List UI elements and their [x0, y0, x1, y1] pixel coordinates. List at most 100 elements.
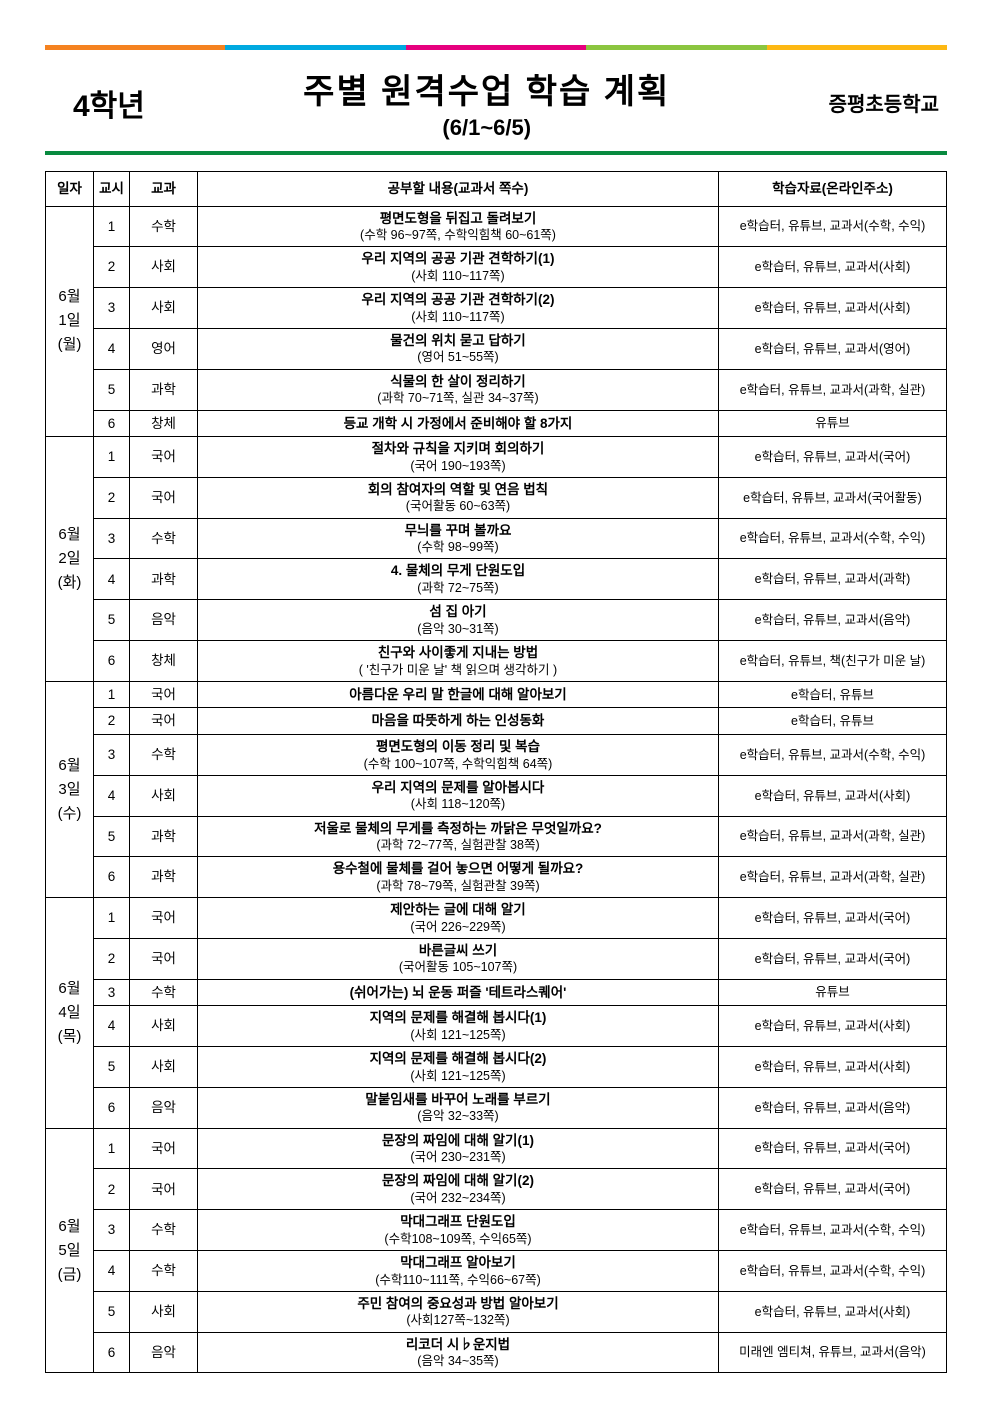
- th-subject: 교과: [130, 172, 198, 207]
- content-cell: 등교 개학 시 가정에서 준비해야 할 8가지: [198, 410, 719, 437]
- th-content: 공부할 내용(교과서 쪽수): [198, 172, 719, 207]
- table-row: 2사회우리 지역의 공공 기관 견학하기(1)(사회 110~117쪽)e학습터…: [46, 247, 947, 288]
- bar-seg: [225, 45, 405, 50]
- resource-cell: e학습터, 유튜브, 교과서(수학, 수익): [719, 1210, 947, 1251]
- content-cell: 4. 물체의 무게 단원도입(과학 72~75쪽): [198, 559, 719, 600]
- subject-cell: 과학: [130, 816, 198, 857]
- subject-cell: 국어: [130, 1128, 198, 1169]
- resource-cell: e학습터, 유튜브, 교과서(수학, 수익): [719, 206, 947, 247]
- subject-cell: 창체: [130, 641, 198, 682]
- resource-cell: 유튜브: [719, 979, 947, 1006]
- resource-cell: e학습터, 유튜브, 교과서(국어): [719, 437, 947, 478]
- bar-seg: [767, 45, 947, 50]
- resource-cell: e학습터, 유튜브, 교과서(국어): [719, 938, 947, 979]
- th-resource: 학습자료(온라인주소): [719, 172, 947, 207]
- subject-cell: 사회: [130, 1291, 198, 1332]
- table-row: 5과학식물의 한 살이 정리하기(과학 70~71쪽, 실관 34~37쪽)e학…: [46, 369, 947, 410]
- period-cell: 3: [94, 734, 130, 775]
- period-cell: 2: [94, 938, 130, 979]
- subject-cell: 국어: [130, 681, 198, 708]
- resource-cell: e학습터, 유튜브, 교과서(국어활동): [719, 477, 947, 518]
- table-row: 3수학무늬를 꾸며 볼까요(수학 98~99쪽)e학습터, 유튜브, 교과서(수…: [46, 518, 947, 559]
- subject-cell: 국어: [130, 898, 198, 939]
- content-cell: 문장의 짜임에 대해 알기(1)(국어 230~231쪽): [198, 1128, 719, 1169]
- schedule-table: 일자 교시 교과 공부할 내용(교과서 쪽수) 학습자료(온라인주소) 6월1일…: [45, 171, 947, 1373]
- divider-bar: [45, 151, 947, 155]
- content-cell: 바른글씨 쓰기(국어활동 105~107쪽): [198, 938, 719, 979]
- period-cell: 6: [94, 857, 130, 898]
- resource-cell: e학습터, 유튜브, 교과서(국어): [719, 898, 947, 939]
- table-row: 3사회우리 지역의 공공 기관 견학하기(2)(사회 110~117쪽)e학습터…: [46, 288, 947, 329]
- table-row: 6창체등교 개학 시 가정에서 준비해야 할 8가지유튜브: [46, 410, 947, 437]
- content-cell: 무늬를 꾸며 볼까요(수학 98~99쪽): [198, 518, 719, 559]
- table-row: 5과학저울로 물체의 무게를 측정하는 까닭은 무엇일까요?(과학 72~77쪽…: [46, 816, 947, 857]
- period-cell: 4: [94, 559, 130, 600]
- grade-label: 4학년: [45, 81, 145, 125]
- table-row: 4사회지역의 문제를 해결해 봅시다(1)(사회 121~125쪽)e학습터, …: [46, 1006, 947, 1047]
- table-row: 6음악리코더 시♭운지법(음악 34~35쪽)미래엔 엠티쳐, 유튜브, 교과서…: [46, 1332, 947, 1373]
- date-cell: 6월3일(수): [46, 681, 94, 897]
- period-cell: 3: [94, 1210, 130, 1251]
- table-row: 4수학막대그래프 알아보기(수학110~111쪽, 수익66~67쪽)e학습터,…: [46, 1251, 947, 1292]
- content-cell: 물건의 위치 묻고 답하기(영어 51~55쪽): [198, 328, 719, 369]
- content-cell: 아름다운 우리 말 한글에 대해 알아보기: [198, 681, 719, 708]
- table-row: 3수학(쉬어가는) 뇌 운동 퍼즐 '테트라스퀘어'유튜브: [46, 979, 947, 1006]
- subject-cell: 창체: [130, 410, 198, 437]
- content-cell: 식물의 한 살이 정리하기(과학 70~71쪽, 실관 34~37쪽): [198, 369, 719, 410]
- table-header-row: 일자 교시 교과 공부할 내용(교과서 쪽수) 학습자료(온라인주소): [46, 172, 947, 207]
- period-cell: 6: [94, 1332, 130, 1373]
- resource-cell: e학습터, 유튜브, 교과서(과학, 실관): [719, 857, 947, 898]
- table-body: 6월1일(월)1수학평면도형을 뒤집고 돌려보기(수학 96~97쪽, 수학익힘…: [46, 206, 947, 1373]
- subject-cell: 국어: [130, 938, 198, 979]
- subject-cell: 음악: [130, 600, 198, 641]
- content-cell: 리코더 시♭운지법(음악 34~35쪽): [198, 1332, 719, 1373]
- period-cell: 4: [94, 328, 130, 369]
- content-cell: 문장의 짜임에 대해 알기(2)(국어 232~234쪽): [198, 1169, 719, 1210]
- period-cell: 2: [94, 247, 130, 288]
- table-row: 6창체친구와 사이좋게 지내는 방법( '친구가 미운 날' 책 읽으며 생각하…: [46, 641, 947, 682]
- period-cell: 1: [94, 1128, 130, 1169]
- period-cell: 1: [94, 681, 130, 708]
- period-cell: 5: [94, 1047, 130, 1088]
- resource-cell: e학습터, 유튜브, 교과서(사회): [719, 247, 947, 288]
- table-row: 6월2일(화)1국어절차와 규칙을 지키며 회의하기(국어 190~193쪽)e…: [46, 437, 947, 478]
- table-row: 2국어바른글씨 쓰기(국어활동 105~107쪽)e학습터, 유튜브, 교과서(…: [46, 938, 947, 979]
- content-cell: 우리 지역의 문제를 알아봅시다(사회 118~120쪽): [198, 775, 719, 816]
- date-cell: 6월4일(목): [46, 898, 94, 1129]
- table-row: 2국어문장의 짜임에 대해 알기(2)(국어 232~234쪽)e학습터, 유튜…: [46, 1169, 947, 1210]
- resource-cell: e학습터, 유튜브, 교과서(사회): [719, 775, 947, 816]
- title-block: 주별 원격수업 학습 계획 (6/1~6/5): [145, 64, 829, 141]
- bar-seg: [45, 45, 225, 50]
- resource-cell: e학습터, 유튜브, 교과서(과학, 실관): [719, 369, 947, 410]
- table-row: 5음악섬 집 아기(음악 30~31쪽)e학습터, 유튜브, 교과서(음악): [46, 600, 947, 641]
- content-cell: 우리 지역의 공공 기관 견학하기(2)(사회 110~117쪽): [198, 288, 719, 329]
- resource-cell: e학습터, 유튜브, 교과서(사회): [719, 1291, 947, 1332]
- date-cell: 6월1일(월): [46, 206, 94, 437]
- period-cell: 4: [94, 775, 130, 816]
- period-cell: 5: [94, 1291, 130, 1332]
- top-color-bar: [45, 45, 947, 50]
- period-cell: 4: [94, 1006, 130, 1047]
- subject-cell: 수학: [130, 734, 198, 775]
- subject-cell: 사회: [130, 247, 198, 288]
- period-cell: 3: [94, 979, 130, 1006]
- subject-cell: 수학: [130, 979, 198, 1006]
- subject-cell: 수학: [130, 518, 198, 559]
- content-cell: 주민 참여의 중요성과 방법 알아보기(사회127쪽~132쪽): [198, 1291, 719, 1332]
- content-cell: 섬 집 아기(음악 30~31쪽): [198, 600, 719, 641]
- content-cell: 지역의 문제를 해결해 봅시다(2)(사회 121~125쪽): [198, 1047, 719, 1088]
- subject-cell: 과학: [130, 369, 198, 410]
- table-row: 6월5일(금)1국어문장의 짜임에 대해 알기(1)(국어 230~231쪽)e…: [46, 1128, 947, 1169]
- resource-cell: e학습터, 유튜브, 교과서(국어): [719, 1128, 947, 1169]
- school-name: 증평초등학교: [829, 88, 947, 117]
- date-cell: 6월2일(화): [46, 437, 94, 682]
- date-cell: 6월5일(금): [46, 1128, 94, 1373]
- content-cell: 평면도형의 이동 정리 및 복습(수학 100~107쪽, 수학익힘책 64쪽): [198, 734, 719, 775]
- period-cell: 1: [94, 437, 130, 478]
- content-cell: (쉬어가는) 뇌 운동 퍼즐 '테트라스퀘어': [198, 979, 719, 1006]
- resource-cell: e학습터, 유튜브, 교과서(수학, 수익): [719, 518, 947, 559]
- table-row: 4사회우리 지역의 문제를 알아봅시다(사회 118~120쪽)e학습터, 유튜…: [46, 775, 947, 816]
- resource-cell: e학습터, 유튜브, 교과서(영어): [719, 328, 947, 369]
- period-cell: 5: [94, 369, 130, 410]
- subject-cell: 영어: [130, 328, 198, 369]
